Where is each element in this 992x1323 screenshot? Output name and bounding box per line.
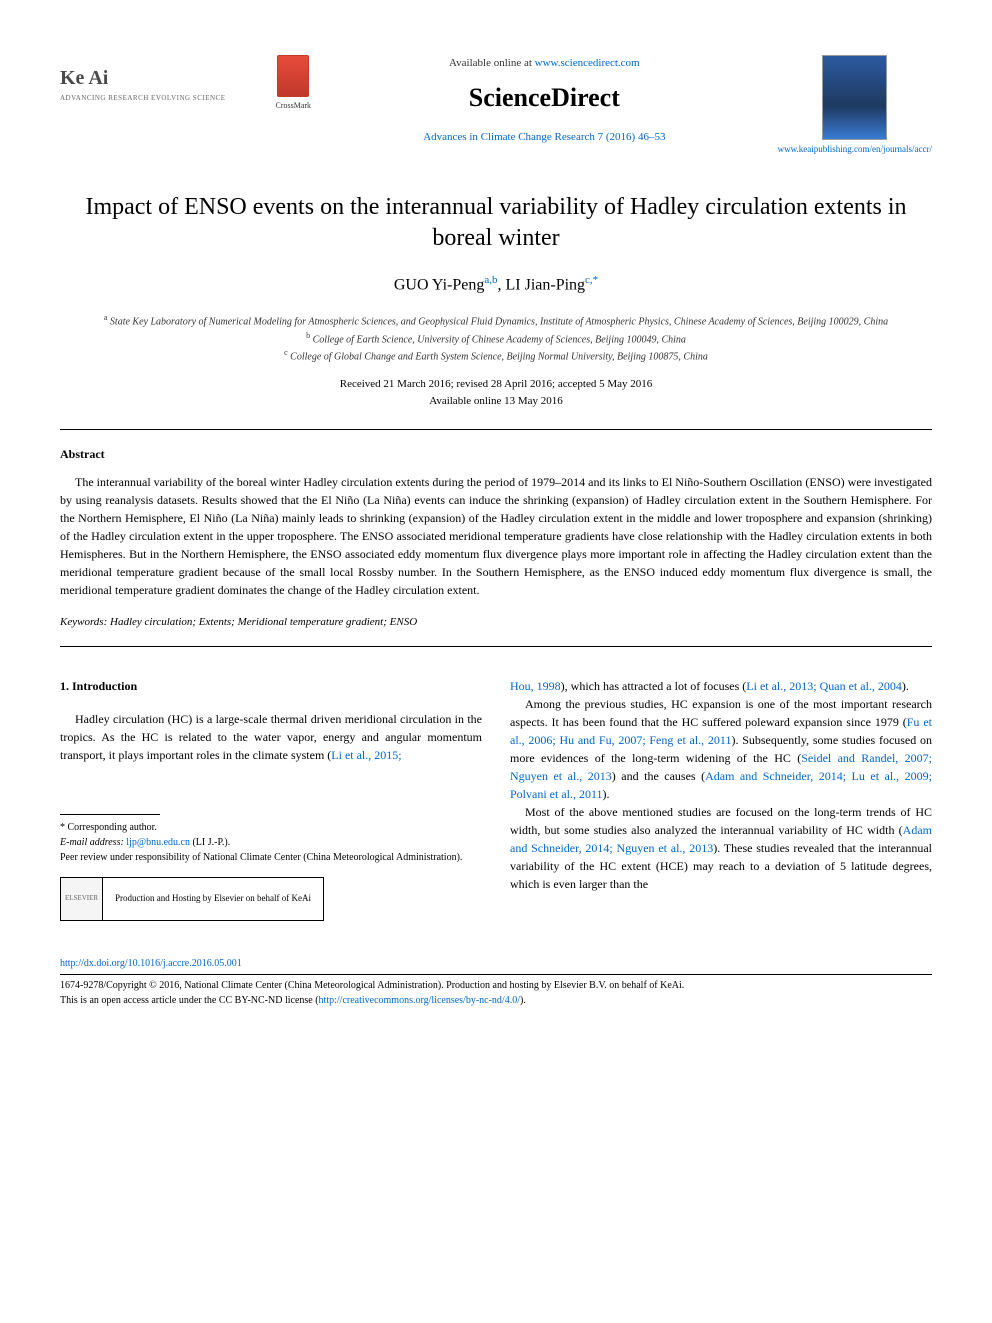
license-url[interactable]: http://creativecommons.org/licenses/by-n… bbox=[319, 995, 520, 1006]
license-suffix: ). bbox=[520, 995, 526, 1006]
p2-text-a: Among the previous studies, HC expansion… bbox=[510, 697, 932, 729]
content-columns: 1. Introduction Hadley circulation (HC) … bbox=[60, 677, 932, 921]
intro-p3: Most of the above mentioned studies are … bbox=[510, 803, 932, 893]
email-address[interactable]: ljp@bnu.edu.cn bbox=[124, 837, 190, 848]
copyright-line1: 1674-9278/Copyright © 2016, National Cli… bbox=[60, 978, 932, 993]
author-2: LI Jian-Ping bbox=[505, 276, 585, 293]
journal-reference[interactable]: Advances in Climate Change Research 7 (2… bbox=[331, 129, 758, 146]
keai-logo: Ke Ai ADVANCING RESEARCH EVOLVING SCIENC… bbox=[60, 63, 225, 104]
article-title: Impact of ENSO events on the interannual… bbox=[60, 192, 932, 254]
keai-name: Ke Ai bbox=[60, 63, 108, 93]
email-line: E-mail address: ljp@bnu.edu.cn (LI J.-P.… bbox=[60, 835, 482, 850]
footnote-separator bbox=[60, 814, 160, 815]
aff-b: College of Earth Science, University of … bbox=[313, 334, 686, 345]
hosting-box: ELSEVIER Production and Hosting by Elsev… bbox=[60, 877, 324, 921]
p1-text-c: ). bbox=[902, 679, 909, 693]
p1-text-b: ), which has attracted a lot of focuses … bbox=[561, 679, 747, 693]
aff-b-sup: b bbox=[306, 331, 310, 340]
ref-hou-1998[interactable]: Hou, 1998 bbox=[510, 679, 561, 693]
keai-tagline: ADVANCING RESEARCH EVOLVING SCIENCE bbox=[60, 93, 225, 104]
abstract-text: The interannual variability of the borea… bbox=[60, 473, 932, 599]
aff-c-sup: c bbox=[284, 348, 288, 357]
footer-divider bbox=[60, 974, 932, 975]
header-row: Ke Ai ADVANCING RESEARCH EVOLVING SCIENC… bbox=[60, 55, 932, 157]
copyright-line2: This is an open access article under the… bbox=[60, 993, 932, 1008]
doi-link[interactable]: http://dx.doi.org/10.1016/j.accre.2016.0… bbox=[60, 956, 932, 971]
elsevier-logo-icon: ELSEVIER bbox=[61, 878, 103, 920]
affiliations: a State Key Laboratory of Numerical Mode… bbox=[60, 312, 932, 364]
hosting-text: Production and Hosting by Elsevier on be… bbox=[103, 892, 323, 906]
aff-c: College of Global Change and Earth Syste… bbox=[290, 351, 708, 362]
p1-text-a: Hadley circulation (HC) is a large-scale… bbox=[60, 712, 482, 762]
email-suffix: (LI J.-P.). bbox=[190, 837, 230, 848]
sciencedirect-url[interactable]: www.sciencedirect.com bbox=[535, 57, 640, 69]
author-1: GUO Yi-Peng bbox=[394, 276, 485, 293]
p2-text-d: ). bbox=[603, 787, 610, 801]
ref-li-2015[interactable]: Li et al., 2015; bbox=[331, 748, 401, 762]
ref-li-2013[interactable]: Li et al., 2013; Quan et al., 2004 bbox=[746, 679, 902, 693]
abstract-heading: Abstract bbox=[60, 445, 932, 463]
divider-bottom bbox=[60, 646, 932, 647]
column-right: Hou, 1998), which has attracted a lot of… bbox=[510, 677, 932, 921]
footnotes: * Corresponding author. E-mail address: … bbox=[60, 820, 482, 921]
corresponding-author: * Corresponding author. bbox=[60, 820, 482, 835]
header-left: Ke Ai ADVANCING RESEARCH EVOLVING SCIENC… bbox=[60, 55, 311, 112]
dates-line1: Received 21 March 2016; revised 28 April… bbox=[340, 378, 653, 390]
authors: GUO Yi-Penga,b, LI Jian-Pingc,* bbox=[60, 272, 932, 297]
author-2-sup: c,* bbox=[585, 274, 598, 286]
author-1-sup: a,b bbox=[484, 274, 497, 286]
license-prefix: This is an open access article under the… bbox=[60, 995, 319, 1006]
divider-top bbox=[60, 429, 932, 430]
keywords-label: Keywords: bbox=[60, 616, 107, 628]
intro-p2: Among the previous studies, HC expansion… bbox=[510, 695, 932, 803]
aff-a: State Key Laboratory of Numerical Modeli… bbox=[110, 317, 888, 328]
intro-heading: 1. Introduction bbox=[60, 677, 482, 695]
header-center: Available online at www.sciencedirect.co… bbox=[311, 55, 778, 145]
journal-url[interactable]: www.keaipublishing.com/en/journals/accr/ bbox=[778, 143, 932, 157]
page-container: Ke Ai ADVANCING RESEARCH EVOLVING SCIENC… bbox=[0, 0, 992, 1048]
crossmark-icon bbox=[277, 55, 309, 97]
intro-p1-cont: Hou, 1998), which has attracted a lot of… bbox=[510, 677, 932, 695]
column-left: 1. Introduction Hadley circulation (HC) … bbox=[60, 677, 482, 921]
keywords-text: Hadley circulation; Extents; Meridional … bbox=[107, 616, 417, 628]
crossmark[interactable]: CrossMark bbox=[275, 55, 311, 112]
keywords: Keywords: Hadley circulation; Extents; M… bbox=[60, 614, 932, 631]
p3-text-a: Most of the above mentioned studies are … bbox=[510, 805, 932, 837]
crossmark-label: CrossMark bbox=[275, 100, 311, 112]
publication-dates: Received 21 March 2016; revised 28 April… bbox=[60, 376, 932, 409]
intro-p1: Hadley circulation (HC) is a large-scale… bbox=[60, 710, 482, 764]
sciencedirect-logo: ScienceDirect bbox=[331, 78, 758, 117]
available-online: Available online at www.sciencedirect.co… bbox=[331, 55, 758, 72]
email-label: E-mail address: bbox=[60, 837, 124, 848]
dates-line2: Available online 13 May 2016 bbox=[429, 395, 563, 407]
footer: http://dx.doi.org/10.1016/j.accre.2016.0… bbox=[60, 956, 932, 1008]
aff-a-sup: a bbox=[104, 313, 108, 322]
journal-cover-icon bbox=[822, 55, 887, 140]
peer-review: Peer review under responsibility of Nati… bbox=[60, 850, 482, 865]
header-right: www.keaipublishing.com/en/journals/accr/ bbox=[778, 55, 932, 157]
p2-text-c: ) and the causes ( bbox=[612, 769, 705, 783]
available-prefix: Available online at bbox=[449, 57, 535, 69]
